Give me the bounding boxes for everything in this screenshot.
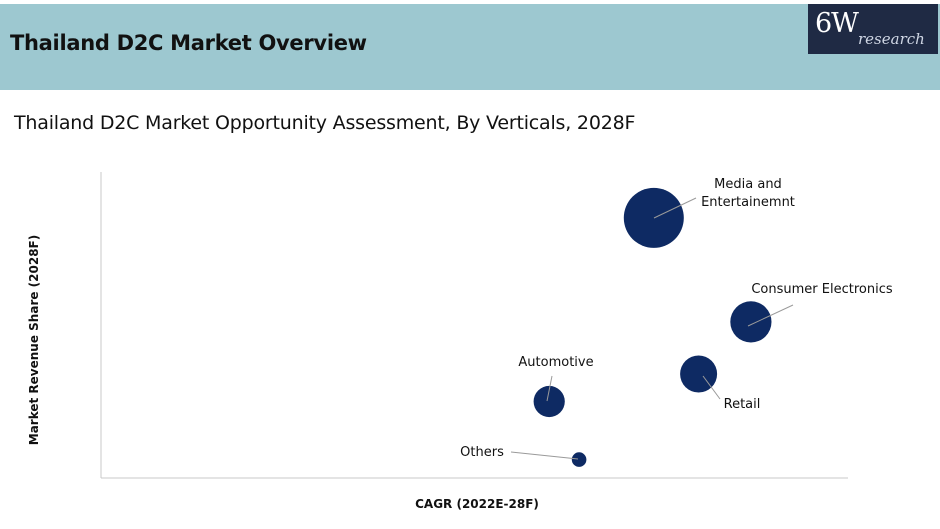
bubble-automotive [533, 385, 565, 418]
y-axis-label: Market Revenue Share (2028F) [27, 235, 41, 446]
leader-line-consumer-electronics [747, 304, 794, 327]
bubbles-group: Media and Entertainemnt Consumer Electroni… [460, 177, 893, 467]
bubble-media-and-entertainemnt [623, 187, 684, 248]
bubble-label-automotive: Automotive [518, 355, 593, 370]
logo-sub-text: research [858, 30, 925, 48]
bubble-label-consumer-electronics: Consumer Electronics [751, 282, 893, 297]
logo-main-text: 6W [815, 8, 859, 39]
bubble-label-media-and-entertainemnt: Media and Entertainemnt [701, 177, 795, 210]
bubble-label-retail: Retail [724, 397, 761, 412]
page-title: Thailand D2C Market Overview [10, 31, 367, 55]
header-banner: Thailand D2C Market Overview 6W research [0, 4, 940, 90]
bubble-others [571, 452, 587, 467]
bubble-label-others: Others [460, 445, 504, 460]
brand-logo: 6W research [808, 4, 938, 54]
chart-title: Thailand D2C Market Opportunity Assessme… [14, 112, 636, 134]
leader-line-automotive [546, 375, 553, 402]
x-axis-label: CAGR (2022E-28F) [415, 497, 539, 511]
leader-line-others [510, 451, 579, 460]
bubble-consumer-electronics [730, 301, 772, 343]
leader-line-retail [702, 375, 721, 400]
leader-line-media-and-entertainemnt [653, 197, 697, 219]
